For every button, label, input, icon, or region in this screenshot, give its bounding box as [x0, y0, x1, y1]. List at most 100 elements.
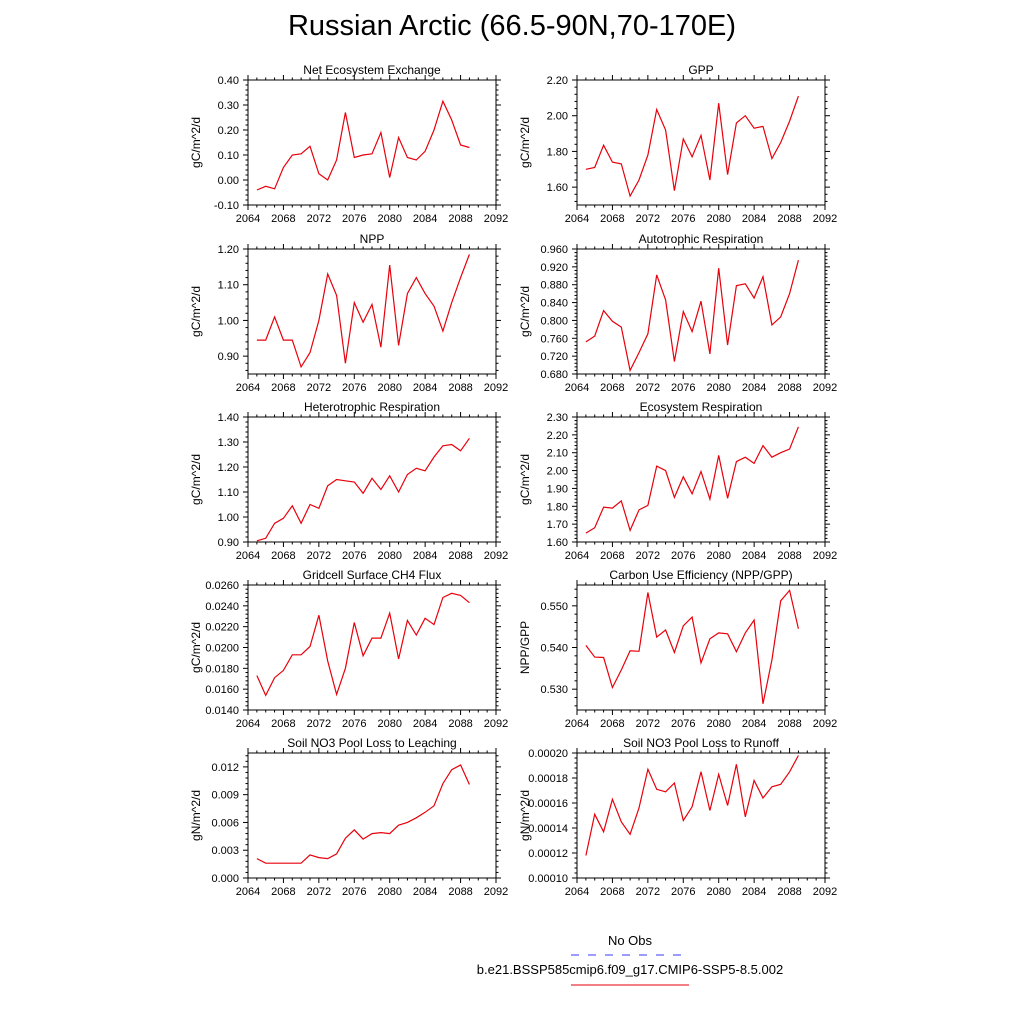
x-tick-label: 2080 [706, 886, 730, 898]
x-tick-label: 2064 [236, 382, 260, 394]
y-tick-label: 0.00018 [528, 773, 568, 785]
y-tick-label: 2.00 [547, 111, 568, 123]
y-tick-label: 0.720 [540, 351, 568, 363]
x-tick-label: 2072 [636, 886, 660, 898]
x-tick-label: 2084 [413, 718, 437, 730]
y-tick-label: 2.10 [547, 448, 568, 460]
chart-panel-1: Net Ecosystem Exchange gC/m^2/d 2064 2068 20… [189, 63, 508, 225]
x-tick-label: 2088 [448, 550, 472, 562]
y-tick-label: 1.60 [547, 182, 568, 194]
x-tick-label: 2092 [484, 886, 508, 898]
x-tick-label: 2072 [636, 213, 660, 225]
x-tick-label: 2076 [671, 718, 695, 730]
y-axis-label: gC/m^2/d [518, 454, 532, 505]
series-line [256, 437, 470, 542]
y-tick-label: 0.530 [540, 684, 568, 696]
x-tick-label: 2080 [377, 213, 401, 225]
x-tick-label: 2084 [742, 213, 766, 225]
x-tick-label: 2072 [307, 213, 331, 225]
chart-panel-3: NPP gC/m^2/d 2064 2068 2072 2076 2080 2084 2088 2… [189, 232, 508, 394]
x-tick-label: 2092 [813, 550, 837, 562]
x-tick-label: 2076 [342, 886, 366, 898]
x-tick-label: 2084 [742, 382, 766, 394]
x-tick-label: 2092 [813, 718, 837, 730]
series-line [585, 589, 799, 704]
y-tick-label: 0.550 [540, 601, 568, 613]
y-tick-label: 0.540 [540, 643, 568, 655]
chart-title: Autotrophic Respiration [639, 232, 764, 246]
x-tick-label: 2080 [706, 382, 730, 394]
x-tick-label: 2072 [636, 550, 660, 562]
x-tick-label: 2064 [236, 886, 260, 898]
chart-title: Soil NO3 Pool Loss to Runoff [623, 736, 780, 750]
x-tick-label: 2084 [413, 886, 437, 898]
x-tick-label: 2092 [484, 213, 508, 225]
x-tick-label: 2092 [813, 382, 837, 394]
x-tick-label: 2084 [413, 213, 437, 225]
y-tick-label: 0.0180 [205, 663, 239, 675]
chart-panel-6: Ecosystem Respiration gC/m^2/d 2064 2068 207… [518, 400, 837, 562]
y-tick-label: 1.90 [547, 483, 568, 495]
chart-title: Net Ecosystem Exchange [303, 63, 441, 77]
x-tick-label: 2064 [565, 718, 589, 730]
y-tick-label: 0.40 [218, 75, 239, 87]
x-tick-label: 2092 [813, 213, 837, 225]
y-axis-label: NPP/GPP [518, 621, 532, 674]
y-tick-label: 0.10 [218, 150, 239, 162]
y-tick-label: -0.10 [214, 200, 239, 212]
x-tick-label: 2068 [600, 213, 624, 225]
x-tick-label: 2092 [813, 886, 837, 898]
x-tick-label: 2072 [636, 718, 660, 730]
series-line [585, 755, 799, 856]
y-tick-label: 0.0200 [205, 643, 239, 655]
chart-title: NPP [360, 232, 385, 246]
x-tick-label: 2076 [342, 382, 366, 394]
x-tick-label: 2064 [565, 382, 589, 394]
x-tick-label: 2076 [342, 718, 366, 730]
x-tick-label: 2088 [448, 886, 472, 898]
x-tick-label: 2068 [600, 550, 624, 562]
y-axis-label: gC/m^2/d [189, 454, 203, 505]
x-tick-label: 2080 [706, 213, 730, 225]
x-tick-label: 2092 [484, 718, 508, 730]
chart-panel-2: GPP gC/m^2/d 2064 2068 2072 2076 2080 2084 2088 2… [518, 63, 837, 225]
x-tick-label: 2068 [271, 718, 295, 730]
y-tick-label: 0.680 [540, 369, 568, 381]
y-tick-label: 1.80 [547, 146, 568, 158]
y-tick-label: 0.009 [211, 790, 239, 802]
y-tick-label: 1.00 [218, 315, 239, 327]
y-axis-label: gN/m^2/d [518, 790, 532, 841]
y-axis-label: gC/m^2/d [518, 117, 532, 168]
y-tick-label: 0.0240 [205, 601, 239, 613]
y-tick-label: 0.012 [211, 762, 239, 774]
y-tick-label: 1.60 [547, 537, 568, 549]
chart-panel-10: Soil NO3 Pool Loss to Runoff gN/m^2/d 2064… [518, 736, 837, 898]
y-tick-label: 0.00014 [528, 823, 568, 835]
y-tick-label: 1.00 [218, 512, 239, 524]
y-tick-label: 0.90 [218, 351, 239, 363]
y-tick-label: 0.00016 [528, 798, 568, 810]
x-tick-label: 2092 [484, 550, 508, 562]
chart-title: Gridcell Surface CH4 Flux [303, 568, 442, 582]
x-tick-label: 2072 [307, 886, 331, 898]
page-title: Russian Arctic (66.5-90N,70-170E) [287, 10, 737, 42]
y-tick-label: 0.00 [218, 175, 239, 187]
legend-obs-label: No Obs [607, 933, 653, 948]
x-tick-label: 2088 [448, 718, 472, 730]
x-tick-label: 2084 [413, 550, 437, 562]
x-tick-label: 2068 [271, 213, 295, 225]
chart-panel-8: Carbon Use Efficiency (NPP/GPP) NPP/GPP 20… [518, 568, 837, 730]
chart-panel-9: Soil NO3 Pool Loss to Leaching gN/m^2/d 20… [189, 736, 508, 898]
y-axis-label: gC/m^2/d [189, 622, 203, 673]
chart-panel-5: Heterotrophic Respiration gC/m^2/d 2064 206… [189, 400, 508, 562]
y-tick-label: 0.00020 [528, 748, 568, 760]
y-tick-label: 2.00 [547, 466, 568, 478]
y-tick-label: 0.0160 [205, 684, 239, 696]
x-tick-label: 2092 [484, 382, 508, 394]
y-tick-label: 1.10 [218, 280, 239, 292]
y-tick-label: 1.20 [218, 462, 239, 474]
chart-title: Carbon Use Efficiency (NPP/GPP) [609, 568, 792, 582]
x-tick-label: 2068 [271, 550, 295, 562]
y-tick-label: 0.840 [540, 298, 568, 310]
